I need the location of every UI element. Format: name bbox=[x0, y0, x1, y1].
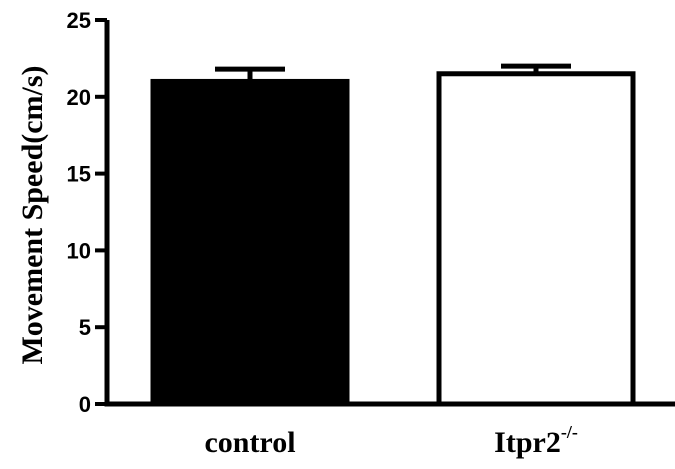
y-axis-label: Movement Speed(cm/s) bbox=[16, 65, 49, 364]
y-tick-label-20: 20 bbox=[67, 85, 91, 110]
bars-layer bbox=[150, 63, 636, 407]
y-tick-label-25: 25 bbox=[67, 8, 91, 33]
bar-itpr2 bbox=[436, 71, 636, 407]
labels-layer: control Itpr2-/- 0 5 10 15 20 25 bbox=[67, 8, 578, 459]
axes-layer bbox=[95, 18, 675, 407]
y-tick-label-10: 10 bbox=[67, 238, 91, 263]
x-tick-superscript-itpr2: -/- bbox=[561, 422, 578, 442]
x-tick-label-control: control bbox=[204, 426, 295, 459]
x-tick-label-itpr2: Itpr2-/- bbox=[494, 422, 578, 459]
y-tick-label-5: 5 bbox=[79, 315, 91, 340]
y-tick-label-0: 0 bbox=[79, 392, 91, 417]
bar-control bbox=[150, 78, 350, 407]
y-tick-label-15: 15 bbox=[67, 162, 91, 187]
